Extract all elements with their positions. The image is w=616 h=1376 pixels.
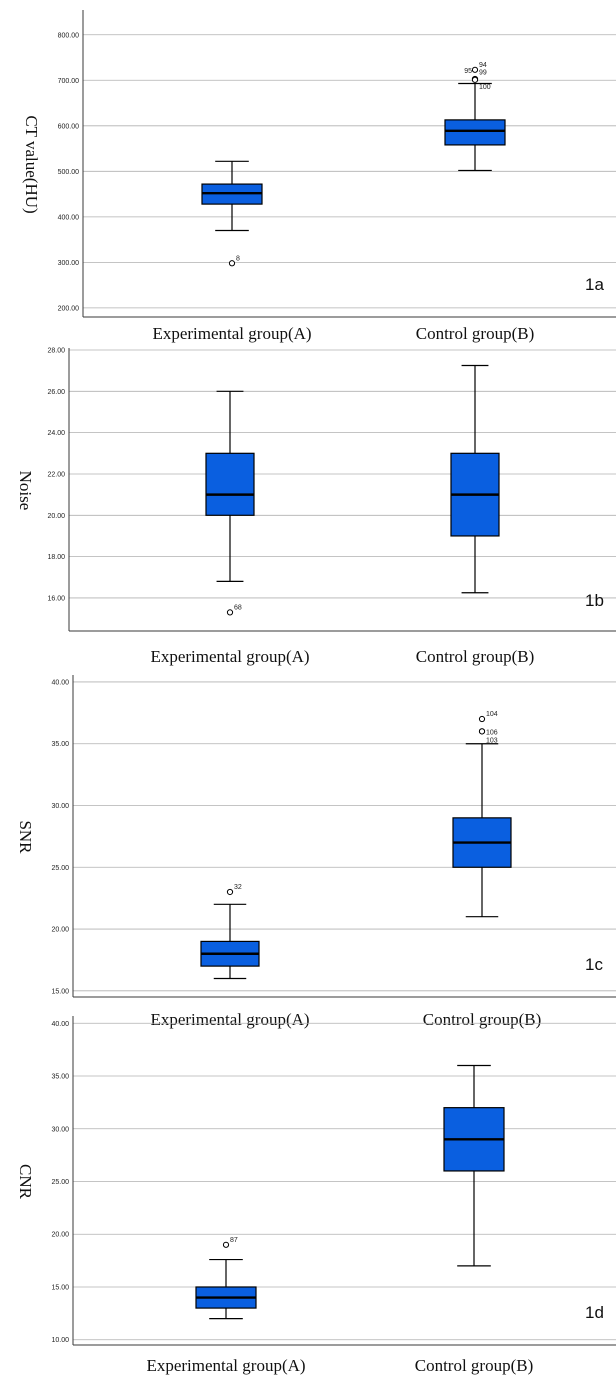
box-experimental: 68 [205,390,255,616]
y-tick-label: 200.00 [58,305,80,312]
y-tick-label: 18.00 [47,554,65,561]
x-category-label: Experimental group(A) [150,1010,309,1029]
outlier-point [222,1241,230,1248]
outlier-point [226,609,234,616]
y-tick-label: 24.00 [47,430,65,437]
y-axis-label: CT value(HU) [22,115,41,213]
y-tick-label: 30.00 [51,803,69,810]
box-control [443,1064,505,1267]
outlier-point [471,66,479,73]
x-category-label: Control group(B) [423,1010,542,1029]
box-control [450,364,500,594]
y-tick-label: 300.00 [58,260,80,267]
outlier-label: 103 [486,737,498,744]
y-tick-label: 20.00 [47,513,65,520]
y-axis-label: CNR [16,1164,35,1200]
y-tick-label: 28.00 [47,348,65,355]
y-tick-label: 16.00 [47,595,65,602]
box-experimental: 32 [200,884,260,980]
chart-panel-1a: 200.00 300.00 400.00 500.00 600.00 700.00 800.… [22,10,616,343]
chart-panel-1b: 16.00 18.00 20.00 22.00 24.00 26.00 28.00 Noise… [16,348,616,666]
y-tick-label: 35.00 [51,1074,69,1081]
x-category-label: Experimental group(A) [152,324,311,343]
outlier-label: 99 [479,69,487,76]
x-category-label: Control group(B) [415,1356,534,1375]
y-tick-label: 20.00 [51,1232,69,1239]
box-experimental: 8 [201,160,263,267]
x-category-label: Control group(B) [416,647,535,666]
iqr-box [205,452,255,516]
y-tick-label: 600.00 [58,123,80,130]
iqr-box [444,119,506,146]
box-experimental: 87 [195,1237,257,1320]
chart-panel-1c: 15.0020.0025.0030.0035.0040.00SNR3210410… [16,675,616,1029]
outlier-label: 68 [234,604,242,611]
outlier-point [471,76,479,83]
y-tick-label: 15.00 [51,1284,69,1291]
y-tick-label: 30.00 [51,1126,69,1133]
y-tick-label: 400.00 [58,214,80,221]
outlier-label: 104 [486,711,498,718]
y-tick-label: 20.00 [51,927,69,934]
x-category-label: Experimental group(A) [150,647,309,666]
y-tick-label: 26.00 [47,389,65,396]
y-axis-label: SNR [16,820,35,854]
outlier-label: 32 [234,884,242,891]
y-tick-label: 35.00 [51,741,69,748]
outlier-point [478,715,486,723]
y-tick-label: 15.00 [51,988,69,995]
y-tick-label: 25.00 [51,865,69,872]
outlier-point [478,728,486,735]
outlier-label: 106 [486,729,498,736]
y-tick-label: 40.00 [51,1021,69,1028]
x-category-label: Experimental group(A) [146,1356,305,1375]
y-axis-label: Noise [16,471,35,511]
outlier-point [228,260,236,267]
y-tick-label: 10.00 [51,1337,69,1344]
outlier-point [226,888,234,896]
panel-label: 1b [585,591,604,610]
outlier-label: 94 [479,62,487,69]
y-tick-label: 40.00 [51,679,69,686]
panel-label: 1c [585,955,603,974]
chart-panel-1d: 10.00 15.00 20.00 25.00 30.00 35.00 40.00 CNR 87… [16,1016,616,1375]
box-control: 94 95 99 100 [444,62,506,172]
panel-label: 1d [585,1303,604,1322]
outlier-label: 95 [464,68,472,75]
y-tick-label: 25.00 [51,1179,69,1186]
outlier-label: 8 [236,255,240,262]
outlier-label: 87 [230,1237,238,1244]
y-tick-label: 500.00 [58,169,80,176]
outlier-label: 100 [479,84,491,91]
x-category-label: Control group(B) [416,324,535,343]
y-tick-label: 22.00 [47,471,65,478]
y-tick-label: 700.00 [58,78,80,85]
y-tick-label: 800.00 [58,32,80,39]
panel-label: 1a [585,275,604,294]
